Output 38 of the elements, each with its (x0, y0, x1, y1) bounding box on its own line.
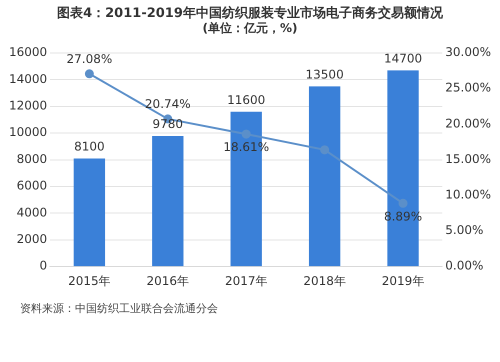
point (242, 130, 251, 139)
bar (308, 86, 340, 266)
point (84, 69, 94, 78)
x-tick-label: 2019年 (382, 274, 424, 288)
text: 资料来源：中国纺织工业联合会流通分会 (20, 301, 219, 316)
y2-tick-label: 5.00% (445, 223, 484, 238)
bar (152, 136, 184, 266)
x-tick-label: 2016年 (146, 274, 190, 288)
y2-tick-label: 20.00% (445, 116, 492, 130)
y-tick-label: 4000 (16, 205, 48, 220)
y2-tick-label: 15.00% (445, 152, 492, 166)
chart-subtitle: (单位：亿元，%) (202, 21, 298, 35)
point (320, 145, 330, 154)
y2-tick-label: 0.00% (445, 258, 484, 273)
y-tick-label: 12000 (8, 98, 48, 113)
x-tick-label: 2015年 (68, 274, 111, 288)
bar (74, 158, 106, 266)
data-label: 14700 (384, 51, 422, 66)
x-tick-label: 2018年 (303, 274, 346, 288)
data-label: 13500 (306, 68, 344, 82)
data-label: 9780 (152, 117, 184, 132)
y-tick-label: 0 (40, 258, 48, 273)
data-label: 8100 (74, 140, 105, 154)
y-tick-label: 14000 (8, 72, 48, 86)
data-label: 11600 (227, 92, 266, 107)
y-tick-label: 6000 (16, 178, 48, 193)
y2-tick-label: 25.00% (445, 80, 492, 95)
y-tick-label: 2000 (16, 232, 48, 246)
y-tick-label: 16000 (8, 45, 48, 60)
chart-title: 图表4：2011-2019年中国纺织服装专业市场电子商务交易额情况 (56, 6, 444, 21)
point (398, 198, 408, 208)
y-tick-label: 10000 (8, 125, 48, 140)
data-label: 20.74% (144, 97, 191, 112)
x-tick-label: 2017年 (224, 274, 268, 288)
y2-tick-label: 30.00% (445, 45, 492, 60)
data-label: 27.08% (66, 52, 112, 66)
y-tick-label: 8000 (16, 152, 48, 166)
y2-tick-label: 10.00% (445, 188, 492, 202)
